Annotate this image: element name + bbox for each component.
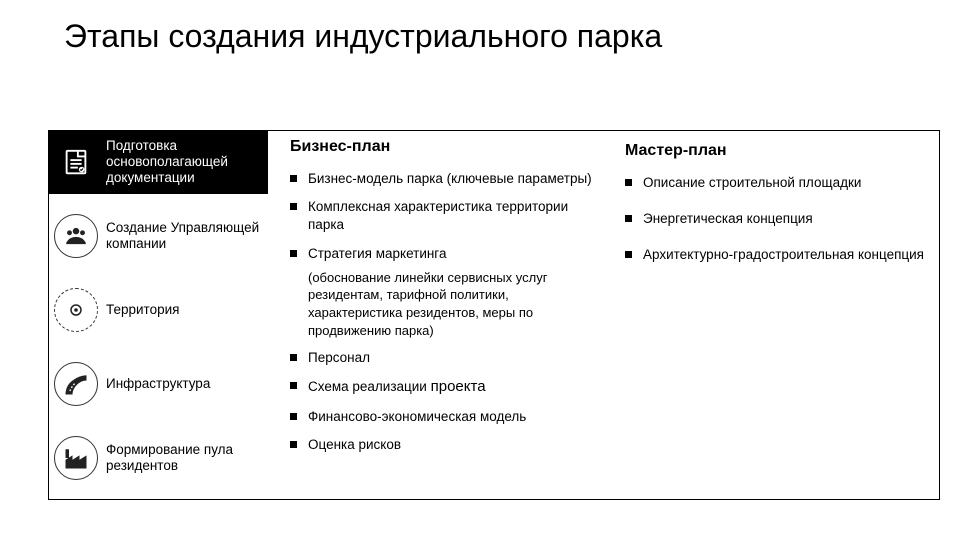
list-item: Схема реализации проекта: [290, 377, 597, 397]
people-icon: [54, 214, 98, 258]
list-item: Бизнес-модель парка (ключевые параметры): [290, 170, 597, 188]
factory-icon: [54, 436, 98, 480]
list-item: Описание строительной площадки: [625, 174, 932, 192]
stage-infrastructure: Инфраструктура: [48, 352, 268, 416]
list-item: Стратегия маркетинга: [290, 245, 597, 263]
list-item: Энергетическая концепция: [625, 210, 932, 228]
list-item: Архитектурно-градостроительная концепция: [625, 246, 932, 264]
business-plan-list: Бизнес-модель парка (ключевые параметры)…: [290, 170, 597, 263]
page-title: Этапы создания индустриального парка: [64, 18, 662, 55]
stage-residents-pool: Формирование пула резидентов: [48, 426, 268, 490]
business-plan-list-2: Персонал Схема реализации проекта Финанс…: [290, 349, 597, 454]
stage-label: Подготовка основополагающей документации: [106, 138, 260, 187]
list-item: Комплексная характеристика территории па…: [290, 198, 597, 234]
column-heading: Бизнес-план: [290, 138, 597, 156]
stage-label: Формирование пула резидентов: [106, 442, 260, 474]
document-icon: [54, 140, 98, 184]
stage-territory: Территория: [48, 278, 268, 342]
road-icon: [54, 362, 98, 406]
list-item: Оценка рисков: [290, 436, 597, 454]
list-item: Финансово-экономическая модель: [290, 408, 597, 426]
stage-label: Создание Управляющей компании: [106, 220, 260, 252]
master-plan-list: Описание строительной площадки Энергетич…: [625, 174, 932, 265]
stage-label: Инфраструктура: [106, 376, 210, 392]
business-plan-column: Бизнес-план Бизнес-модель парка (ключевы…: [290, 138, 597, 496]
list-item-sub: (обоснование линейки сервисных услуг рез…: [290, 269, 597, 339]
list-item: Персонал: [290, 349, 597, 367]
stage-list: Подготовка основополагающей документации…: [48, 130, 268, 490]
master-plan-column: Мастер-план Описание строительной площад…: [625, 138, 932, 496]
column-heading: Мастер-план: [625, 142, 932, 160]
stage-label: Территория: [106, 302, 179, 318]
content-columns: Бизнес-план Бизнес-модель парка (ключевы…: [290, 138, 932, 496]
target-icon: [54, 288, 98, 332]
stage-management-company: Создание Управляющей компании: [48, 204, 268, 268]
stage-documentation: Подготовка основополагающей документации: [48, 130, 268, 194]
